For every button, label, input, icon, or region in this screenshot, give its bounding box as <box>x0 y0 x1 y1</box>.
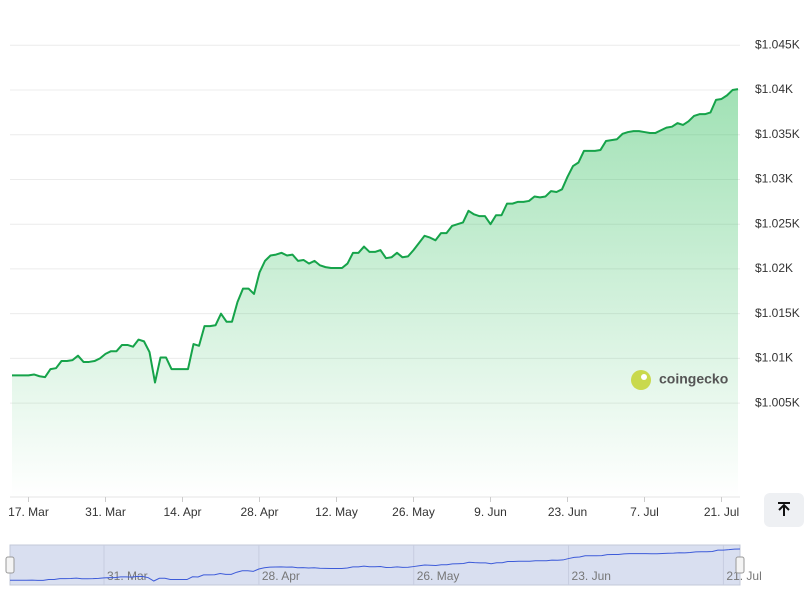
navigator-label: 26. May <box>417 569 460 583</box>
navigator-label: 31. Mar <box>107 569 148 583</box>
y-tick-label: $1.045K <box>755 37 800 51</box>
x-tick-label: 14. Apr <box>163 505 201 519</box>
x-tick-label: 21. Jul <box>704 505 739 519</box>
watermark: coingecko <box>659 371 728 387</box>
y-tick-label: $1.035K <box>755 127 800 141</box>
x-tick-label: 9. Jun <box>474 505 507 519</box>
logo: coingecko <box>631 370 728 390</box>
x-tick-label: 17. Mar <box>8 505 49 519</box>
x-tick-label: 23. Jun <box>548 505 587 519</box>
navigator-label: 28. Apr <box>262 569 300 583</box>
x-tick-label: 28. Apr <box>240 505 278 519</box>
y-tick-label: $1.01K <box>755 351 793 365</box>
area <box>12 89 738 497</box>
y-tick-label: $1.025K <box>755 216 800 230</box>
logo-icon <box>631 370 651 390</box>
y-tick-label: $1.005K <box>755 395 800 409</box>
x-tick-label: 26. May <box>392 505 435 519</box>
x-tick-label: 7. Jul <box>630 505 659 519</box>
navigator-line <box>10 548 741 582</box>
scroll-top-button[interactable] <box>764 493 804 527</box>
navigator-label: 21. Jul <box>726 569 761 583</box>
navigator-handle[interactable] <box>735 556 745 574</box>
navigator-label: 23. Jun <box>572 569 611 583</box>
x-tick-label: 12. May <box>315 505 358 519</box>
navigator-handle[interactable] <box>5 556 15 574</box>
y-tick-label: $1.02K <box>755 261 793 275</box>
navigator: 31. Mar 28. Apr 26. May 23. Jun 21. Jul <box>5 544 762 586</box>
y-tick-label: $1.015K <box>755 306 800 320</box>
y-tick-label: $1.04K <box>755 82 793 96</box>
x-tick-label: 31. Mar <box>85 505 126 519</box>
line <box>12 88 739 384</box>
y-tick-label: $1.03K <box>755 172 793 186</box>
arrow-icon[interactable] <box>778 502 790 516</box>
plot: $1.005K $1.01K $1.015K $1.02K $1.025K $1.03K $… <box>5 37 800 586</box>
logo-eye <box>641 374 647 380</box>
